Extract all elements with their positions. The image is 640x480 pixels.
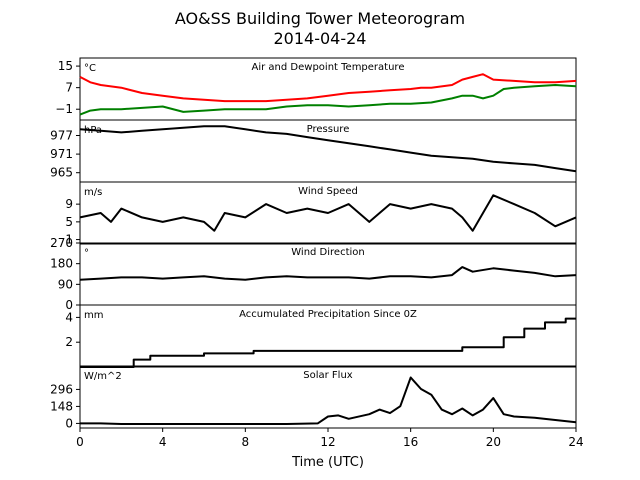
- y-tick-label: 7: [65, 81, 73, 95]
- unit-label: m/s: [84, 187, 102, 198]
- panel-title: Wind Speed: [298, 186, 358, 197]
- y-tick-label: 1: [65, 233, 73, 247]
- series-line-0: [80, 376, 577, 425]
- x-tick-label: 4: [159, 435, 167, 449]
- x-axis-label: Time (UTC): [291, 455, 364, 470]
- x-tick-label: 24: [568, 435, 583, 449]
- panel-title: Accumulated Precipitation Since 0Z: [239, 309, 417, 320]
- x-tick-label: 12: [320, 435, 335, 449]
- y-tick-label: 4: [65, 310, 73, 324]
- panel-4: 4 2 mm Accumulated Precipitation Since 0Z: [65, 304, 577, 368]
- x-tick-label: 0: [76, 435, 84, 449]
- series-line-0: [80, 317, 576, 368]
- series-line-0: [79, 266, 577, 281]
- y-tick-label: 270: [50, 236, 73, 250]
- series-line-0: [79, 125, 577, 173]
- y-tick-label: 977: [50, 129, 73, 143]
- y-tick-label: 2: [65, 335, 73, 349]
- panel-2: 9 5 1 m/s Wind Speed: [65, 181, 577, 247]
- panel-3: 270 180 90 0 ° Wind Direction: [50, 236, 577, 312]
- panel-frame: [79, 181, 577, 245]
- y-tick-label: 15: [58, 59, 73, 73]
- y-tick-label: 0: [65, 298, 73, 312]
- panel-title: Pressure: [307, 124, 350, 135]
- y-tick-label: 971: [50, 147, 73, 161]
- y-tick-label: −1: [55, 102, 73, 116]
- y-tick-label: 180: [50, 257, 73, 271]
- figure-subtitle: 2014-04-24: [274, 29, 367, 48]
- series-line-0: [79, 194, 577, 232]
- x-tick-label: 8: [242, 435, 250, 449]
- unit-label: °C: [84, 63, 96, 74]
- x-tick-label: 20: [486, 435, 501, 449]
- unit-label: W/m^2: [84, 371, 122, 382]
- series-line-1: [79, 84, 577, 116]
- x-tick-label: 16: [403, 435, 418, 449]
- y-tick-label: 296: [50, 382, 73, 396]
- y-tick-label: 148: [50, 399, 73, 413]
- y-tick-label: 0: [65, 416, 73, 430]
- figure-title: AO&SS Building Tower Meteorogram: [175, 9, 465, 28]
- unit-label: mm: [84, 310, 103, 321]
- panel-title: Solar Flux: [303, 370, 353, 381]
- series-line-0: [79, 73, 577, 103]
- panel-5: 296 148 0 W/m^2 Solar Flux: [50, 365, 577, 432]
- panel-title: Air and Dewpoint Temperature: [252, 62, 405, 73]
- panel-frame: [79, 304, 577, 368]
- y-tick-label: 5: [65, 215, 73, 229]
- panel-0: 15 7 −1 °C Air and Dewpoint Temperature: [55, 57, 577, 121]
- y-tick-label: 965: [50, 166, 73, 180]
- panel-title: Wind Direction: [291, 247, 365, 258]
- y-tick-label: 9: [65, 197, 73, 211]
- unit-label: °: [84, 248, 89, 259]
- y-tick-label: 90: [58, 277, 73, 291]
